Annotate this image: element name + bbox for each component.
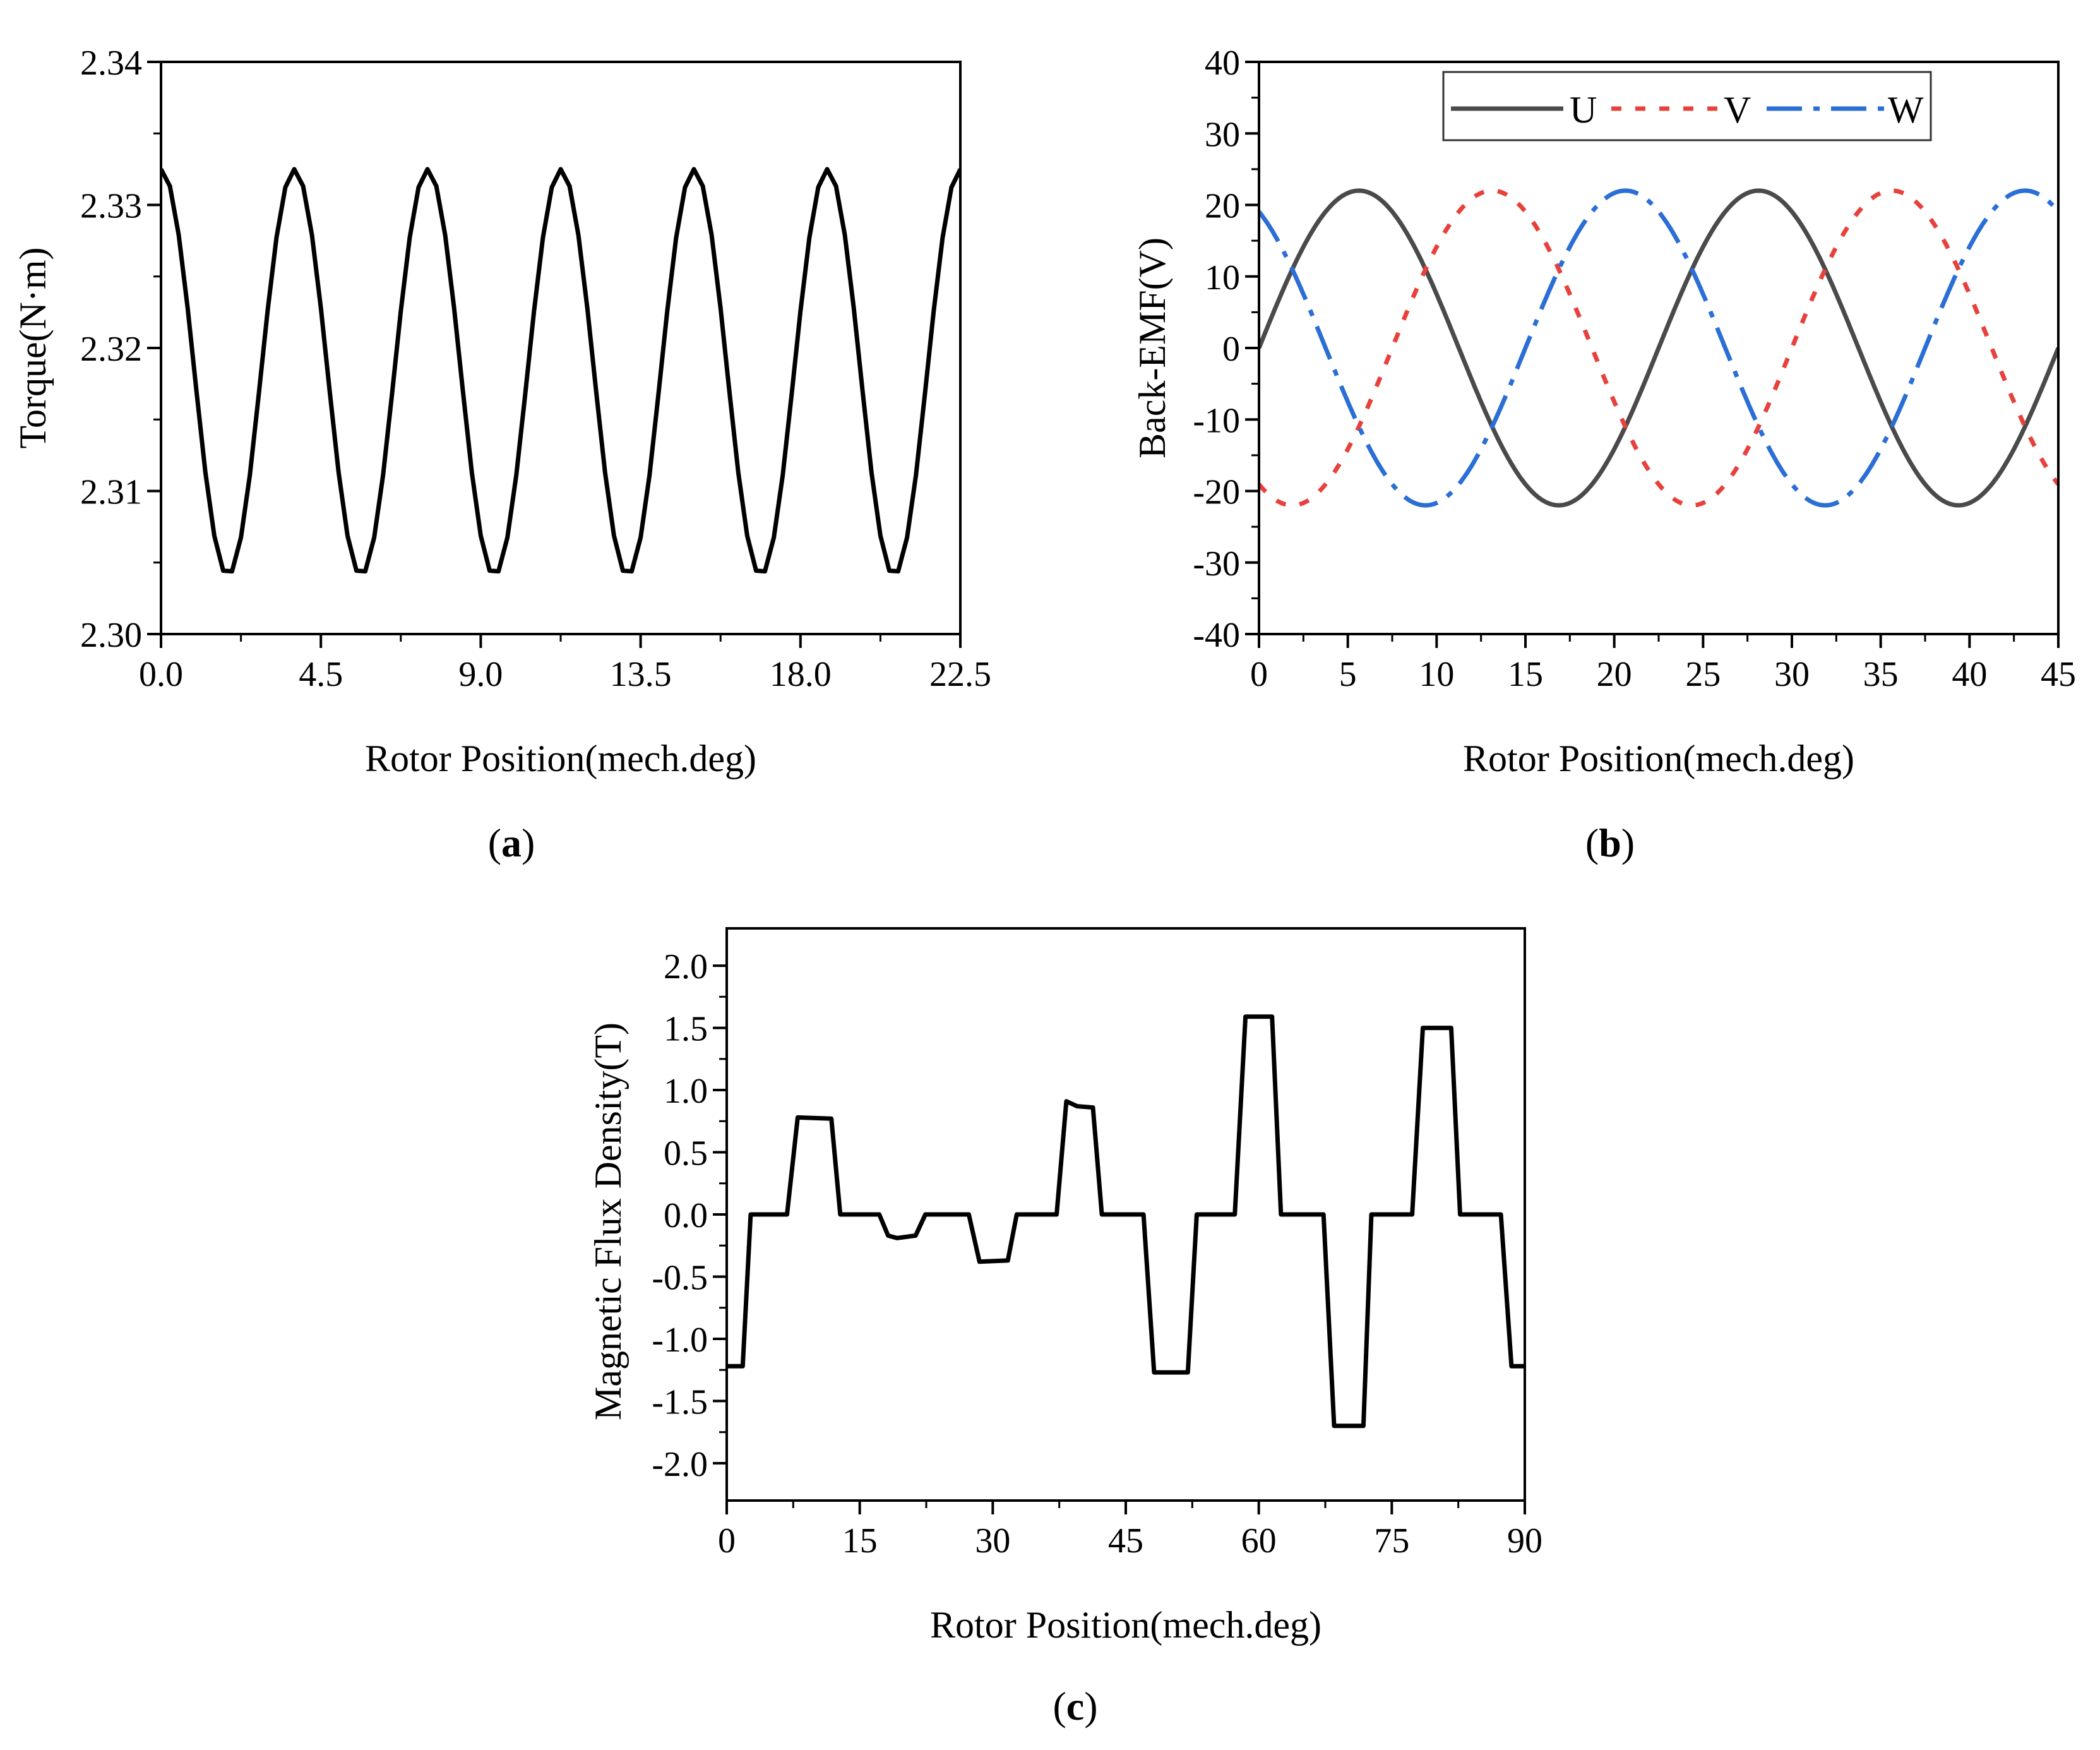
chart-c-ytick-label: 1.5 [664, 1010, 708, 1049]
chart-a-xtick-label: 4.5 [299, 655, 343, 694]
chart-a-ytick-label: 2.34 [80, 44, 142, 83]
chart-b-ytick-label: -30 [1193, 544, 1240, 584]
chart-c-xtick-label: 45 [1108, 1521, 1143, 1561]
chart-c-xtick-label: 75 [1374, 1521, 1409, 1561]
chart-c-xtick-label: 60 [1241, 1521, 1277, 1561]
chart-a-xtick-label: 18.0 [770, 655, 832, 694]
chart-b-ytick-label: -40 [1193, 616, 1240, 655]
chart-c-series [727, 1014, 1525, 1429]
chart-c-frame [725, 927, 1526, 1502]
chart-c-caption: (c) [1053, 1684, 1097, 1729]
legend-label-v: V [1724, 89, 1751, 131]
series-line-torque [161, 167, 960, 574]
chart-b-caption: (b) [1585, 820, 1635, 865]
chart-b-ytick-label: 10 [1205, 258, 1240, 297]
series-line-v [1259, 188, 2058, 508]
chart-c-ytick-label: -2.0 [652, 1445, 708, 1484]
chart-b-xtick-label: 45 [2041, 655, 2076, 694]
panel-b-back-emf: 0 5 10 15 20 25 30 35 40 45-40-30-20-10010203040 … [1131, 44, 2076, 865]
chart-a-ylabel: Torque(N·m) [12, 247, 54, 448]
series-line-flux-density [727, 1014, 1525, 1429]
chart-c-xlabel: Rotor Position(mech.deg) [930, 1604, 1321, 1646]
chart-b-xtick-label: 40 [1952, 655, 1987, 694]
chart-b-ylabel: Back-EMF(V) [1131, 237, 1173, 458]
chart-c-ylabel: Magnetic Flux Density(T) [587, 1022, 629, 1420]
chart-b-ytick-label: 40 [1205, 44, 1240, 83]
chart-c-xtick-label: 30 [975, 1521, 1010, 1561]
chart-b-ytick-label: -20 [1193, 473, 1240, 512]
chart-b-series [1259, 188, 2058, 508]
chart-b-xtick-label: 15 [1508, 655, 1543, 694]
chart-c-xtick-label: 0 [718, 1521, 736, 1561]
chart-c-ytick-label: -0.5 [652, 1258, 708, 1297]
chart-a-xlabel: Rotor Position(mech.deg) [365, 738, 756, 779]
chart-b-ytick-label: 0 [1222, 330, 1240, 369]
chart-b-xtick-label: 35 [1863, 655, 1899, 694]
chart-a-frame [160, 61, 962, 635]
chart-a-caption: (a) [488, 820, 535, 865]
panel-c-flux-density: 0 15 30 45 60 75 90 -2.0 -1.5 -1.0 -0.5 0.0 0.5 1.0 1.… [587, 927, 1542, 1729]
chart-a-xtick-label: 13.5 [610, 655, 672, 694]
chart-b-xtick-label: 30 [1774, 655, 1810, 694]
legend-label-u: U [1570, 89, 1597, 131]
chart-a-ytick-label: 2.30 [80, 616, 142, 655]
chart-a-series [161, 167, 960, 574]
chart-b-frame [1258, 61, 2060, 635]
chart-b-xtick-label: 10 [1419, 655, 1454, 694]
legend-label-w: W [1888, 89, 1924, 131]
chart-c-ticks: 0 15 30 45 60 75 90 -2.0 -1.5 -1.0 -0.5 0.0 0.5 1.0 1.… [652, 947, 1542, 1561]
chart-a-xtick-label: 0.0 [139, 655, 183, 694]
chart-c-ytick-label: 0.5 [664, 1134, 708, 1173]
chart-b-xtick-label: 25 [1685, 655, 1721, 694]
chart-b-ytick-label: -10 [1193, 401, 1240, 440]
chart-c-xtick-label: 15 [842, 1521, 878, 1561]
series-line-u [1259, 188, 2058, 508]
chart-b-ytick-label: 30 [1205, 115, 1240, 154]
legend-box [1442, 71, 1932, 141]
chart-c-ytick-label: 0.0 [664, 1196, 708, 1235]
chart-c-ytick-label: 2.0 [664, 947, 708, 986]
series-line-w [1259, 188, 2058, 508]
chart-b-xtick-label: 5 [1339, 655, 1357, 694]
chart-b-xlabel: Rotor Position(mech.deg) [1463, 738, 1854, 779]
chart-b-ticks: 0 5 10 15 20 25 30 35 40 45 -40 -30 -20 -10 0 10 20 30 40 [1193, 44, 2076, 694]
chart-a-ticks: 0.0 4.5 9.0 13.5 18.0 22.5 2.30 2.31 2.32 2.33 2.3… [80, 44, 991, 694]
chart-a-ytick-label: 2.31 [80, 473, 142, 512]
chart-b-xtick-label: 0 [1250, 655, 1268, 694]
chart-c-ytick-label: -1.5 [652, 1382, 708, 1422]
chart-b-xtick-label: 20 [1597, 655, 1632, 694]
chart-c-xtick-label: 90 [1507, 1521, 1542, 1561]
chart-c-ytick-label: 1.0 [664, 1072, 708, 1111]
panel-a-torque: 0.0 4.5 9.0 13.5 18.0 22.5 2.30 2.31 2.32 2.33 2.3… [12, 44, 991, 865]
chart-a-ytick-label: 2.33 [80, 187, 142, 226]
chart-b-ytick-label: 20 [1205, 187, 1240, 226]
chart-a-xtick-label: 9.0 [458, 655, 503, 694]
chart-c-ytick-label: -1.0 [652, 1321, 708, 1360]
chart-a-ytick-label: 2.32 [80, 330, 142, 369]
chart-b-legend: U V W [1442, 71, 1932, 141]
chart-a-xtick-label: 22.5 [929, 655, 991, 694]
